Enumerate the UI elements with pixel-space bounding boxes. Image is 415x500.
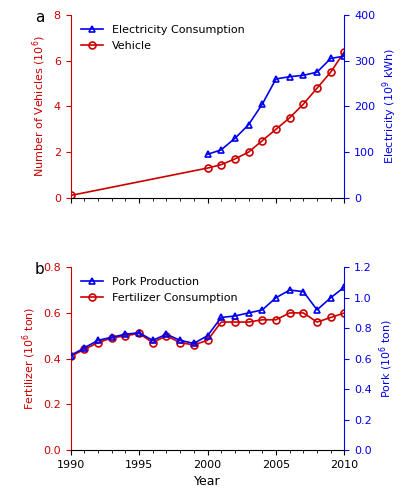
Y-axis label: Pork ($10^6$ ton): Pork ($10^6$ ton) <box>378 319 395 398</box>
Vehicle <box>328 69 333 75</box>
Y-axis label: Number of Vehicles ($10^6$): Number of Vehicles ($10^6$) <box>31 36 48 178</box>
X-axis label: Year: Year <box>194 476 221 488</box>
Vehicle <box>260 138 265 143</box>
Vehicle <box>219 162 224 168</box>
Pork Production <box>95 338 100 344</box>
Fertilizer Consumption <box>191 342 196 348</box>
Line: Vehicle: Vehicle <box>67 48 348 199</box>
Fertilizer Consumption <box>260 317 265 323</box>
Pork Production <box>301 288 306 294</box>
Line: Pork Production: Pork Production <box>67 284 348 359</box>
Pork Production <box>164 331 169 337</box>
Fertilizer Consumption <box>342 310 347 316</box>
Pork Production <box>150 338 155 344</box>
Fertilizer Consumption <box>82 346 87 352</box>
Vehicle <box>68 192 73 198</box>
Pork Production <box>137 330 142 336</box>
Fertilizer Consumption <box>137 330 142 336</box>
Pork Production <box>232 313 237 319</box>
Fertilizer Consumption <box>219 319 224 325</box>
Vehicle <box>246 149 251 155</box>
Fertilizer Consumption <box>95 340 100 345</box>
Fertilizer Consumption <box>287 310 292 316</box>
Fertilizer Consumption <box>164 333 169 339</box>
Fertilizer Consumption <box>328 314 333 320</box>
Pork Production <box>191 340 196 346</box>
Fertilizer Consumption <box>205 338 210 344</box>
Fertilizer Consumption <box>246 319 251 325</box>
Fertilizer Consumption <box>232 319 237 325</box>
Fertilizer Consumption <box>301 310 306 316</box>
Pork Production <box>260 307 265 313</box>
Y-axis label: Electricity ($10^9$ kWh): Electricity ($10^9$ kWh) <box>381 48 400 164</box>
Text: b: b <box>35 262 45 276</box>
Vehicle <box>205 165 210 171</box>
Pork Production <box>315 307 320 313</box>
Pork Production <box>273 294 278 300</box>
Y-axis label: Fertilizer ($10^6$ ton): Fertilizer ($10^6$ ton) <box>20 307 37 410</box>
Vehicle <box>301 101 306 107</box>
Pork Production <box>342 284 347 290</box>
Pork Production <box>178 338 183 344</box>
Electricity Consumption <box>232 136 237 141</box>
Vehicle <box>342 48 347 54</box>
Pork Production <box>246 310 251 316</box>
Pork Production <box>205 333 210 339</box>
Fertilizer Consumption <box>273 317 278 323</box>
Electricity Consumption <box>342 53 347 59</box>
Fertilizer Consumption <box>68 354 73 360</box>
Electricity Consumption <box>301 72 306 78</box>
Pork Production <box>123 331 128 337</box>
Vehicle <box>315 85 320 91</box>
Pork Production <box>82 345 87 351</box>
Fertilizer Consumption <box>123 333 128 339</box>
Text: a: a <box>35 10 44 24</box>
Pork Production <box>328 294 333 300</box>
Electricity Consumption <box>205 152 210 158</box>
Fertilizer Consumption <box>109 335 114 341</box>
Fertilizer Consumption <box>150 340 155 345</box>
Pork Production <box>287 287 292 293</box>
Line: Electricity Consumption: Electricity Consumption <box>204 52 348 158</box>
Electricity Consumption <box>287 74 292 80</box>
Vehicle <box>273 126 278 132</box>
Vehicle <box>287 115 292 121</box>
Fertilizer Consumption <box>315 319 320 325</box>
Pork Production <box>68 352 73 358</box>
Legend: Pork Production, Fertilizer Consumption: Pork Production, Fertilizer Consumption <box>76 273 242 307</box>
Electricity Consumption <box>328 56 333 62</box>
Electricity Consumption <box>246 122 251 128</box>
Legend: Electricity Consumption, Vehicle: Electricity Consumption, Vehicle <box>76 20 249 55</box>
Pork Production <box>109 334 114 340</box>
Electricity Consumption <box>219 147 224 153</box>
Line: Fertilizer Consumption: Fertilizer Consumption <box>67 310 348 360</box>
Electricity Consumption <box>260 101 265 107</box>
Electricity Consumption <box>315 69 320 75</box>
Vehicle <box>232 156 237 162</box>
Fertilizer Consumption <box>178 340 183 345</box>
Electricity Consumption <box>273 76 278 82</box>
Pork Production <box>219 314 224 320</box>
